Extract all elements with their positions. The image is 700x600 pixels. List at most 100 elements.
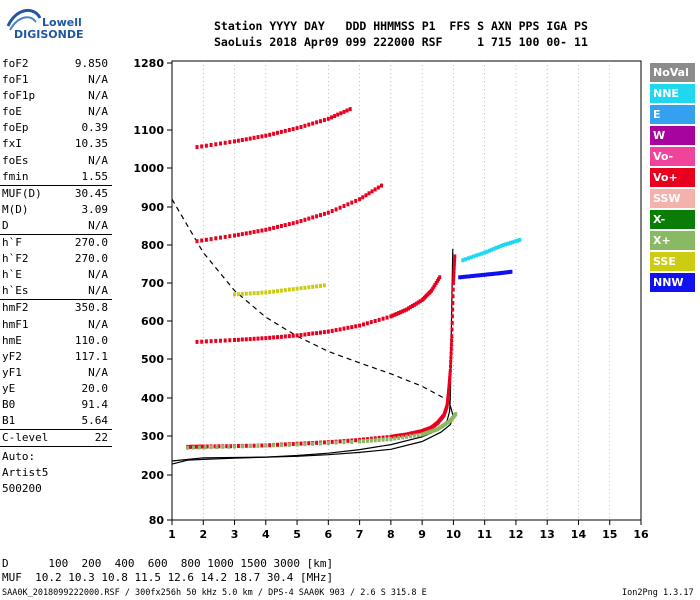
echo-point	[287, 334, 291, 339]
echo-point	[487, 248, 491, 253]
echo-point	[422, 431, 426, 436]
echo-point	[445, 420, 449, 425]
echo-point	[283, 442, 287, 447]
digisonde-logo: Lowell DIGISONDE	[4, 4, 83, 44]
echo-point	[451, 300, 455, 305]
echo-point	[393, 434, 397, 439]
param-name: hmF2	[2, 301, 29, 315]
echo-point	[481, 272, 485, 277]
echo-point	[252, 291, 256, 296]
echo-point	[451, 307, 455, 312]
echo-point	[454, 412, 458, 417]
echo-point	[201, 444, 205, 449]
param-row: h`E N/A	[0, 267, 112, 283]
echo-point	[322, 283, 326, 288]
echo-point	[233, 233, 236, 238]
echo-point	[236, 232, 240, 237]
echo-point	[338, 439, 342, 444]
echo-point	[311, 284, 315, 289]
echo-point	[391, 434, 395, 439]
echo-point	[464, 257, 467, 262]
param-name: yE	[2, 381, 16, 395]
echo-point	[260, 443, 264, 448]
echo-point	[476, 273, 480, 278]
param-name: yF2	[2, 349, 22, 363]
param-row: foEp 0.39	[0, 120, 112, 136]
echo-point	[350, 325, 354, 330]
echo-point	[450, 320, 454, 325]
param-name: foF1	[2, 73, 29, 87]
echo-point	[334, 328, 338, 333]
echo-point	[256, 135, 260, 140]
echo-point	[295, 126, 299, 131]
echo-point	[272, 131, 276, 136]
echo-point	[412, 302, 416, 307]
echo-point	[244, 443, 248, 448]
echo-point	[472, 273, 476, 278]
x-tick-label: 4	[262, 528, 270, 541]
echo-point	[358, 439, 362, 444]
muf-curve	[171, 198, 445, 399]
param-row: h`F2 270.0	[0, 251, 112, 267]
echo-point	[397, 311, 401, 315]
echo-point	[256, 229, 260, 234]
param-row: foF1p N/A	[0, 88, 112, 104]
echo-point	[504, 242, 508, 247]
echo-point	[215, 445, 219, 449]
echo-point	[405, 432, 408, 437]
echo-point	[397, 435, 401, 440]
param-row: h`F 270.0	[0, 235, 112, 251]
echo-point	[354, 198, 358, 203]
echo-point	[389, 437, 393, 442]
param-value: 22	[94, 431, 108, 445]
x-tick-label: 3	[231, 528, 239, 541]
echo-point	[491, 272, 494, 276]
echo-point	[479, 273, 483, 278]
echo-point	[460, 275, 464, 280]
param-value: N/A	[88, 284, 108, 298]
echo-point	[373, 187, 377, 192]
echo-point	[447, 388, 451, 393]
echo-point	[412, 433, 416, 438]
echo-point	[299, 441, 303, 446]
echo-point	[264, 227, 268, 232]
param-row: foF1 N/A	[0, 72, 112, 88]
echo-point	[240, 337, 244, 342]
echo-point	[209, 143, 213, 147]
footer-distance-row: D 100 200 400 600 800 1000 1500 3000 [km…	[2, 557, 334, 570]
echo-point	[260, 228, 264, 233]
echo-point	[365, 321, 369, 326]
param-row: B1 5.64	[0, 413, 112, 429]
x-tick-label: 7	[356, 528, 364, 541]
echo-point	[221, 444, 225, 449]
echo-point	[330, 209, 334, 213]
echo-point	[248, 337, 252, 342]
echo-point	[493, 271, 497, 276]
echo-point	[516, 238, 519, 243]
echo-point	[416, 433, 420, 438]
param-row: D N/A	[0, 218, 112, 234]
echo-point	[195, 444, 199, 449]
echo-point	[223, 140, 227, 145]
echo-point	[469, 274, 473, 279]
y-tick-label: 600	[141, 315, 164, 328]
echo-point	[190, 444, 193, 449]
echo-point	[200, 339, 204, 344]
echo-point	[299, 286, 303, 291]
echo-point	[495, 271, 499, 276]
echo-point	[408, 431, 412, 436]
echo-point	[381, 437, 385, 442]
param-name: foF1p	[2, 89, 36, 103]
echo-point	[233, 444, 236, 449]
echo-point	[509, 240, 512, 245]
echo-point	[311, 441, 315, 446]
echo-point	[260, 336, 264, 341]
echo-point	[450, 314, 454, 319]
param-name: yF1	[2, 365, 22, 379]
param-row: foEs N/A	[0, 153, 112, 169]
echo-point	[362, 322, 365, 327]
echo-point	[307, 216, 311, 221]
echo-point	[410, 431, 414, 436]
echo-point	[483, 250, 487, 255]
echo-point	[439, 425, 443, 430]
